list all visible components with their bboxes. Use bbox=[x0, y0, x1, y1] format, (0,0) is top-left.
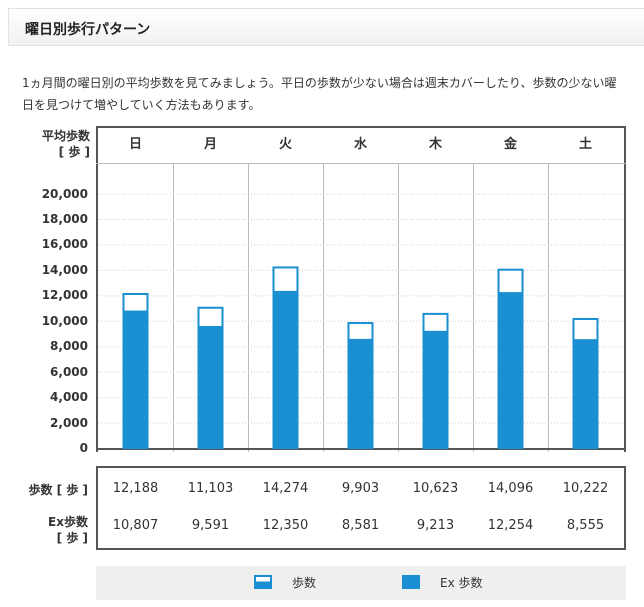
y-tick-label: 20,000 bbox=[41, 186, 88, 201]
day-header-5: 金 bbox=[503, 137, 517, 152]
y-axis-title-line2: [ 歩 ] bbox=[58, 145, 90, 159]
section-header: 曜日別歩行パターン bbox=[8, 8, 644, 46]
day-header-6: 土 bbox=[578, 137, 592, 152]
day-header-1: 月 bbox=[203, 137, 217, 152]
y-tick-label: 6,000 bbox=[50, 364, 88, 379]
y-tick-label: 16,000 bbox=[41, 237, 88, 252]
table-cell-ex-2: 12,350 bbox=[262, 518, 309, 533]
day-header-3: 水 bbox=[353, 137, 367, 152]
legend-swatch-steps bbox=[254, 575, 272, 589]
table-cell-steps-5: 14,096 bbox=[487, 481, 534, 496]
table-cell-ex-4: 9,213 bbox=[416, 518, 455, 533]
table-cell-steps-6: 10,222 bbox=[562, 481, 609, 496]
legend-label-steps: 歩数 bbox=[292, 576, 317, 590]
table-cell-steps-3: 9,903 bbox=[341, 481, 380, 496]
legend: 歩数 Ex 歩数 bbox=[96, 566, 626, 600]
y-tick-label: 2,000 bbox=[50, 415, 88, 430]
table-cell-steps-2: 14,274 bbox=[262, 481, 309, 496]
chart-frame bbox=[96, 126, 626, 452]
table-cell-steps-4: 10,623 bbox=[412, 481, 459, 496]
table-cell-steps-1: 11,103 bbox=[187, 481, 234, 496]
table-cell-ex-5: 12,254 bbox=[487, 518, 534, 533]
bar-chart bbox=[96, 163, 626, 452]
table-row-label-ex: Ex歩数 [ 歩 ] bbox=[18, 514, 88, 546]
y-tick-label: 18,000 bbox=[41, 212, 88, 227]
page-title: 曜日別歩行パターン bbox=[25, 22, 151, 38]
bar-ex-5 bbox=[497, 292, 524, 448]
data-table: 歩数 [ 歩 ] Ex歩数 [ 歩 ] 12,188 11,103 14,274 9,… bbox=[28, 466, 626, 550]
bar-ex-3 bbox=[347, 338, 374, 448]
legend-label-ex: Ex 歩数 bbox=[440, 576, 483, 590]
y-tick-label: 0 bbox=[79, 441, 88, 455]
bar-ex-0 bbox=[122, 310, 149, 448]
table-cell-steps-0: 12,188 bbox=[112, 481, 159, 496]
bar-ex-1 bbox=[197, 326, 224, 448]
y-tick-label: 12,000 bbox=[41, 288, 88, 303]
legend-swatch-ex bbox=[402, 575, 420, 589]
day-header-2: 火 bbox=[278, 137, 292, 152]
day-header-0: 日 bbox=[128, 137, 142, 152]
bar-ex-6 bbox=[572, 339, 599, 448]
table-row-label-ex-line2: [ 歩 ] bbox=[56, 531, 88, 545]
table-cell-ex-3: 8,581 bbox=[341, 518, 380, 533]
y-tick-label: 10,000 bbox=[41, 313, 88, 328]
table-cell-ex-1: 9,591 bbox=[191, 518, 230, 533]
bar-ex-2 bbox=[272, 290, 299, 448]
table-cell-ex-0: 10,807 bbox=[112, 518, 159, 533]
bar-ex-4 bbox=[422, 330, 449, 448]
y-axis-title: 平均歩数 [ 歩 ] bbox=[28, 128, 90, 160]
y-tick-label: 8,000 bbox=[50, 339, 88, 354]
table-cell-ex-6: 8,555 bbox=[566, 518, 605, 533]
y-tick-label: 4,000 bbox=[50, 390, 88, 405]
y-tick-label: 14,000 bbox=[41, 262, 88, 277]
day-header-4: 木 bbox=[428, 137, 442, 152]
table-row-label-ex-line1: Ex歩数 bbox=[48, 515, 88, 529]
description-text: 1ヵ月間の曜日別の平均歩数を見てみましょう。平日の歩数が少ない場合は週末カバーし… bbox=[22, 76, 617, 112]
table-row-label-steps: 歩数 [ 歩 ] bbox=[28, 483, 88, 497]
y-axis-title-line1: 平均歩数 bbox=[41, 129, 90, 143]
